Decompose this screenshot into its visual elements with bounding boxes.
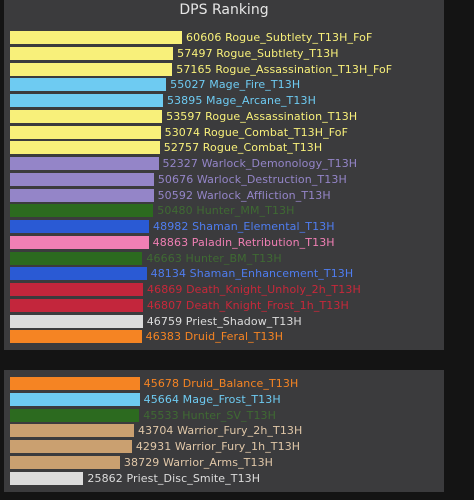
bar-label: 60606 Rogue_Subtlety_T13H_FoF	[186, 31, 373, 44]
bar-priest-shadow-t13h	[10, 314, 143, 328]
bar-label: 53895 Mage_Arcane_T13H	[166, 94, 316, 107]
bar-label: 50676 Warlock_Destruction_T13H	[157, 172, 347, 186]
bar-label: 45664 Mage_Frost_T13H	[143, 392, 281, 406]
bar-mage-fire-t13h	[10, 78, 167, 92]
bar-label: 43704 Warrior_Fury_2h_T13H	[138, 424, 303, 438]
bar-shaman-enhancement-t13h	[10, 267, 147, 281]
bar-label: 38729 Warrior_Arms_T13H	[123, 455, 274, 469]
bar-rogue-combat-t13h	[10, 141, 160, 155]
bar-warrior-arms-t13h	[10, 455, 120, 469]
bar-label: 25862 Priest_Disc_Smite_T13H	[87, 471, 261, 485]
bar-label: 46869 Death_Knight_Unholy_2h_T13H	[147, 283, 361, 296]
bar-label: 45533 Hunter_SV_T13H	[143, 408, 277, 422]
bar-warlock-demonology-t13h	[10, 157, 159, 170]
bar-label: 42931 Warrior_Fury_1h_T13H	[135, 440, 301, 453]
bar-label: 50592 Warlock_Affliction_T13H	[157, 188, 331, 202]
bar-hunter-sv-t13h	[10, 408, 140, 422]
bar-label: 46807 Death_Knight_Frost_1h_T13H	[146, 298, 349, 312]
bar-hunter-mm-t13h	[10, 204, 154, 218]
bar-label: 53597 Rogue_Assassination_T13H	[166, 109, 358, 123]
bar-rogue-combat-t13h-fof	[10, 125, 161, 139]
bar-rogue-subtlety-t13h-fof	[10, 31, 182, 44]
bar-label: 45678 Druid_Balance_T13H	[143, 377, 299, 390]
bar-label: 57165 Rogue_Assassination_T13H_FoF	[176, 62, 393, 76]
bar-label: 48982 Shaman_Elemental_T13H	[153, 220, 335, 233]
bar-label: 46759 Priest_Shadow_T13H	[146, 314, 302, 328]
bar-label: 48134 Shaman_Enhancement_T13H	[150, 267, 354, 281]
bar-rogue-assassination-t13h-fof	[10, 62, 173, 76]
bar-shaman-elemental-t13h	[10, 220, 149, 233]
chart-panel-bottom: 45678 Druid_Balance_T13H 45664 Mage_Frost…	[4, 370, 444, 492]
bar-label: 55027 Mage_Fire_T13H	[170, 78, 301, 92]
bar-label: 52327 Warlock_Demonology_T13H	[162, 157, 358, 170]
bar-warrior-fury-2h-t13h	[10, 424, 135, 438]
bar-label: 53074 Rogue_Combat_T13H_FoF	[164, 125, 349, 139]
bar-label: 46663 Hunter_BM_T13H	[146, 251, 282, 265]
bar-label: 52757 Rogue_Combat_T13H	[163, 141, 323, 155]
bar-warrior-fury-1h-t13h	[10, 440, 132, 453]
bar-label: 57497 Rogue_Subtlety_T13H	[177, 46, 339, 60]
bar-paladin-retribution-t13h	[10, 235, 149, 249]
bar-warlock-affliction-t13h	[10, 188, 154, 202]
bar-label: 48863 Paladin_Retribution_T13H	[152, 235, 335, 249]
bar-label: 50480 Hunter_MM_T13H	[157, 204, 295, 218]
bar-hunter-bm-t13h	[10, 251, 143, 265]
bar-priest-disc-smite-t13h	[10, 471, 84, 485]
chart-title: DPS Ranking	[179, 2, 269, 18]
bar-death-knight-frost-1h-t13h	[10, 298, 143, 312]
bar-mage-frost-t13h	[10, 392, 140, 406]
bar-label: 46383 Druid_Feral_T13H	[145, 330, 284, 344]
bar-death-knight-unholy-2h-t13h	[10, 283, 143, 296]
bar-druid-balance-t13h	[10, 377, 140, 390]
bar-druid-feral-t13h	[10, 330, 142, 344]
bar-mage-arcane-t13h	[10, 94, 163, 107]
bar-warlock-destruction-t13h	[10, 172, 154, 186]
bar-rogue-subtlety-t13h	[10, 46, 174, 60]
bar-rogue-assassination-t13h	[10, 109, 163, 123]
chart-panel-top: DPS Ranking 60606 Rogue_Subtlety_T13H_Fo…	[4, 0, 444, 350]
